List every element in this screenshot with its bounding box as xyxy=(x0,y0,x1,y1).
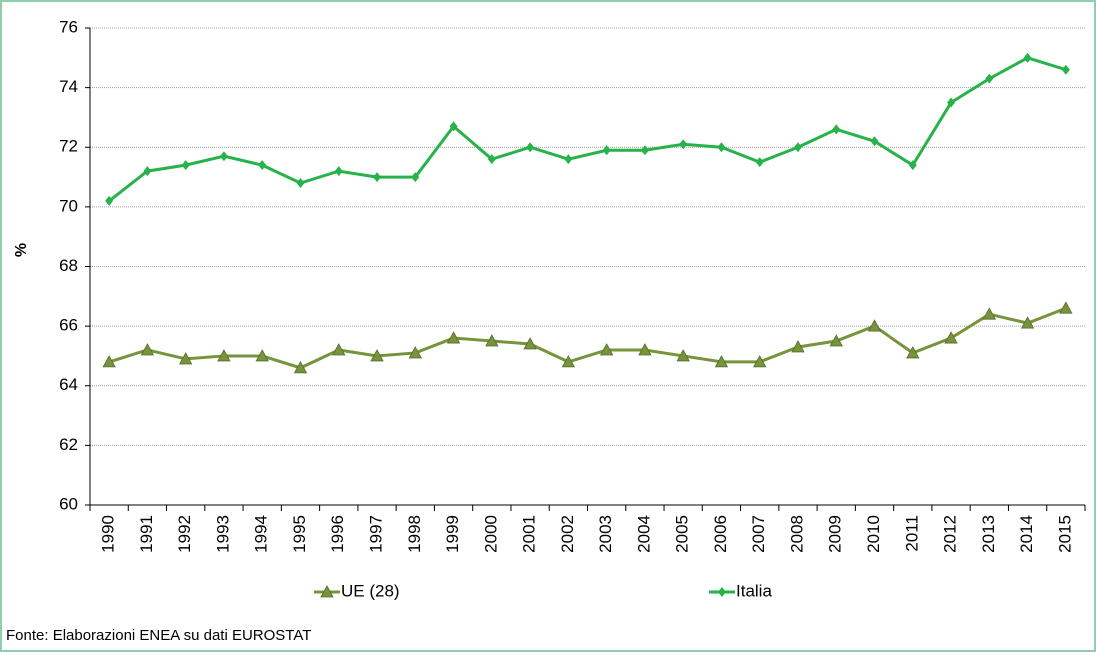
point-marker xyxy=(676,349,690,362)
point-marker xyxy=(870,136,879,147)
point-marker xyxy=(449,121,458,132)
x-tick-label: 1998 xyxy=(405,515,424,553)
point-marker xyxy=(561,355,576,368)
x-tick-label: 2008 xyxy=(787,515,806,553)
point-marker xyxy=(293,361,308,374)
point-marker xyxy=(217,349,231,362)
x-tick-label: 2013 xyxy=(979,515,998,553)
point-marker xyxy=(140,343,155,356)
x-tick-label: 1990 xyxy=(99,515,118,553)
y-tick-label: 64 xyxy=(59,375,78,394)
x-tick-label: 2015 xyxy=(1055,515,1074,553)
x-tick-label: 1992 xyxy=(175,515,194,553)
y-tick-label: 76 xyxy=(59,17,78,36)
point-marker xyxy=(791,340,805,353)
x-tick-label: 2001 xyxy=(520,515,539,553)
point-marker xyxy=(143,166,152,177)
point-marker xyxy=(487,154,496,165)
point-marker xyxy=(793,142,802,153)
point-marker xyxy=(985,73,994,84)
point-marker xyxy=(332,343,346,356)
point-marker xyxy=(753,355,767,368)
x-tick-label: 2009 xyxy=(826,515,845,553)
point-marker xyxy=(373,172,382,183)
y-tick-label: 68 xyxy=(59,256,78,275)
x-tick-label: 1997 xyxy=(367,515,386,553)
point-marker xyxy=(906,346,920,359)
point-marker xyxy=(1023,52,1032,63)
x-tick-label: 2012 xyxy=(941,515,960,553)
legend-label: UE (28) xyxy=(341,581,400,600)
y-axis-label: % xyxy=(13,243,30,257)
x-tick-label: 1991 xyxy=(137,515,156,553)
point-marker xyxy=(526,142,535,153)
point-marker xyxy=(178,352,193,365)
x-tick-label: 2011 xyxy=(902,515,921,552)
y-tick-label: 66 xyxy=(59,316,78,335)
point-marker xyxy=(523,337,537,350)
point-marker xyxy=(255,349,269,362)
point-marker xyxy=(485,334,499,347)
point-marker xyxy=(679,139,688,150)
point-marker xyxy=(564,154,573,165)
x-tick-label: 1996 xyxy=(328,515,347,553)
point-marker xyxy=(446,331,461,344)
point-marker xyxy=(602,145,611,156)
x-tick-label: 2006 xyxy=(711,515,730,553)
point-marker xyxy=(411,172,420,183)
y-tick-label: 72 xyxy=(59,137,78,156)
x-tick-label: 2010 xyxy=(864,515,883,553)
y-tick-label: 70 xyxy=(59,196,78,215)
x-tick-label: 2002 xyxy=(558,515,577,553)
point-marker xyxy=(320,585,334,598)
x-tick-label: 1993 xyxy=(213,515,232,553)
x-tick-label: 1994 xyxy=(252,515,271,553)
point-marker xyxy=(408,346,422,359)
x-tick-label: 2000 xyxy=(481,515,500,553)
point-marker xyxy=(718,587,726,597)
source-note: Fonte: Elaborazioni ENEA su dati EUROSTA… xyxy=(6,627,311,644)
point-marker xyxy=(947,97,956,108)
x-tick-label: 2003 xyxy=(596,515,615,553)
x-tick-label: 2007 xyxy=(749,515,768,553)
point-marker xyxy=(714,355,729,368)
point-marker xyxy=(102,355,116,368)
point-marker xyxy=(599,343,614,356)
series-line xyxy=(108,306,1067,370)
point-marker xyxy=(982,307,997,320)
point-marker xyxy=(219,151,228,162)
point-marker xyxy=(1061,64,1070,75)
point-marker xyxy=(832,124,841,135)
point-marker xyxy=(717,142,726,153)
point-marker xyxy=(370,349,384,362)
x-tick-label: 2014 xyxy=(1017,515,1036,553)
x-tick-label: 2005 xyxy=(673,515,692,553)
point-marker xyxy=(1059,301,1073,314)
point-marker xyxy=(1020,316,1035,329)
x-tick-label: 2004 xyxy=(634,515,653,553)
x-tick-label: 1995 xyxy=(290,515,309,553)
series-line xyxy=(108,56,1067,203)
y-tick-label: 74 xyxy=(59,77,78,96)
legend-label: Italia xyxy=(736,581,772,600)
point-marker xyxy=(638,343,652,356)
point-marker xyxy=(640,145,649,156)
point-marker xyxy=(296,178,305,189)
point-marker xyxy=(944,331,958,344)
point-marker xyxy=(258,160,267,171)
y-tick-label: 60 xyxy=(59,494,78,513)
point-marker xyxy=(755,157,764,168)
point-marker xyxy=(181,160,190,171)
point-marker xyxy=(867,319,882,332)
point-marker xyxy=(908,160,917,171)
y-tick-label: 62 xyxy=(59,435,78,454)
point-marker xyxy=(105,195,114,206)
point-marker xyxy=(829,334,843,347)
point-marker xyxy=(334,166,343,177)
x-tick-label: 1999 xyxy=(443,515,462,553)
